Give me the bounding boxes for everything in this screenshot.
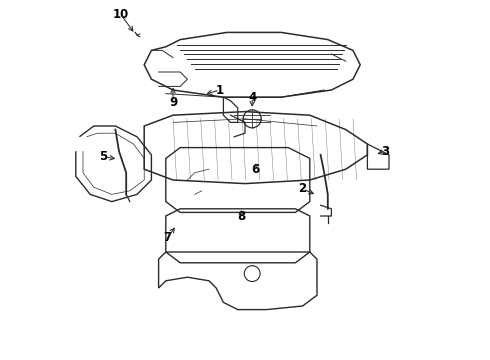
Text: 5: 5 bbox=[98, 150, 107, 163]
Text: 6: 6 bbox=[252, 163, 260, 176]
Text: 9: 9 bbox=[169, 96, 177, 109]
Text: 1: 1 bbox=[216, 84, 224, 96]
Text: 4: 4 bbox=[248, 91, 256, 104]
Text: 7: 7 bbox=[164, 231, 171, 244]
Text: 3: 3 bbox=[381, 145, 390, 158]
Text: 8: 8 bbox=[237, 210, 245, 222]
Text: 10: 10 bbox=[113, 8, 129, 21]
Text: 2: 2 bbox=[298, 183, 307, 195]
